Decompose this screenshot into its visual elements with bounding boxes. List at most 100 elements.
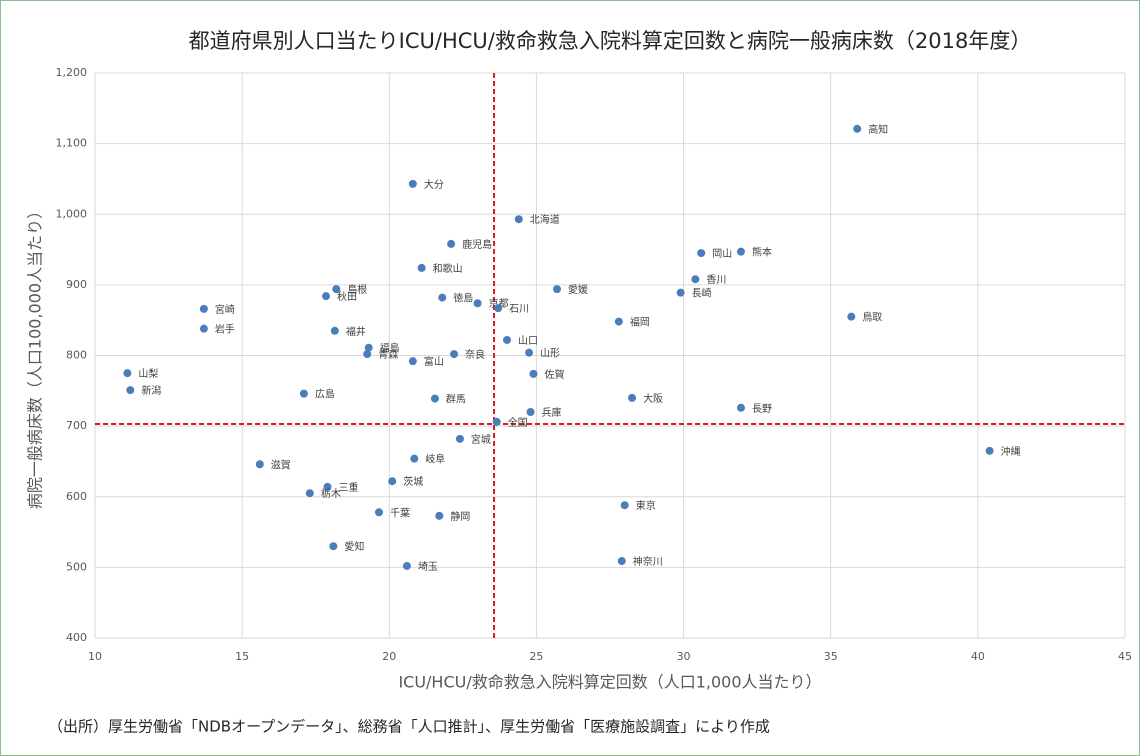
point	[628, 393, 637, 402]
point	[430, 394, 439, 403]
y-tick-label: 1,200	[56, 66, 88, 79]
point-label: 広島	[315, 388, 335, 401]
point-label: 茨城	[403, 475, 423, 488]
point	[199, 304, 208, 313]
point-label: 和歌山	[433, 262, 463, 275]
point	[736, 403, 745, 412]
point-label: 山形	[540, 348, 560, 360]
point	[529, 369, 538, 378]
x-tick-label: 40	[971, 650, 985, 663]
point-label: 新潟	[141, 384, 161, 397]
x-tick-label: 45	[1118, 650, 1132, 663]
y-tick-label: 600	[66, 490, 87, 503]
point	[364, 343, 373, 352]
point-label: 沖縄	[1001, 445, 1021, 458]
point	[408, 357, 417, 366]
point-label: 愛知	[344, 540, 364, 553]
point-label: 佐賀	[544, 369, 564, 381]
point-label: 青森	[378, 348, 398, 361]
point-label: 福岡	[630, 316, 650, 329]
point	[438, 293, 447, 302]
point-label: 富山	[424, 355, 444, 368]
x-tick-label: 35	[824, 650, 838, 663]
point-label: 京都	[489, 297, 509, 310]
point	[408, 179, 417, 188]
point	[410, 454, 419, 463]
point-label: 栃木	[321, 487, 341, 500]
point	[374, 508, 383, 517]
point	[514, 215, 523, 224]
point-label: 大阪	[643, 392, 663, 405]
point-label: 三重	[338, 481, 358, 494]
footnote: （出所）厚生労働省「NDBオープンデータ」、総務省「人口推計」、厚生労働省「医療…	[48, 718, 770, 736]
point-label: 愛媛	[568, 283, 588, 296]
point-label: 山口	[518, 335, 538, 347]
point-label: 岡山	[712, 248, 732, 260]
point	[525, 348, 534, 357]
point-label: 滋賀	[271, 458, 291, 471]
point	[697, 249, 706, 258]
point-label: 宮崎	[215, 303, 235, 316]
point	[492, 417, 501, 426]
point	[330, 326, 339, 335]
point	[450, 350, 459, 359]
point-label: 全国	[508, 416, 528, 429]
point-label: 島根	[347, 283, 367, 296]
chart-title: 都道府県別人口当たりICU/HCU/救命救急入院料算定回数と病院一般病床数（20…	[189, 29, 1032, 53]
point-label: 石川	[509, 304, 529, 315]
y-tick-label: 900	[66, 278, 87, 291]
point	[455, 434, 464, 443]
point-label: 大分	[424, 178, 444, 191]
point-label: 奈良	[465, 348, 485, 361]
point	[255, 460, 264, 469]
point	[620, 501, 629, 510]
point-label: 熊本	[752, 246, 772, 259]
point-label: 山梨	[138, 367, 158, 380]
point	[322, 292, 331, 301]
point	[323, 482, 332, 491]
point-label: 徳島	[453, 292, 473, 305]
y-tick-label: 500	[66, 560, 87, 573]
point	[329, 542, 338, 551]
point	[553, 285, 562, 294]
point-label: 北海道	[530, 213, 560, 226]
point	[691, 275, 700, 284]
point	[363, 350, 372, 359]
point	[503, 335, 511, 344]
point	[494, 304, 503, 313]
y-tick-label: 800	[66, 349, 87, 362]
point-label: 福井	[346, 325, 366, 338]
point	[985, 446, 994, 455]
y-tick-label: 1,100	[56, 137, 88, 150]
point	[736, 247, 745, 256]
point-label: 鹿児島	[462, 238, 492, 251]
point	[123, 369, 132, 378]
point	[853, 124, 862, 133]
point-label: 千葉	[390, 506, 410, 519]
point-label: 鳥取	[862, 311, 882, 324]
point	[847, 312, 856, 321]
point-label: 静岡	[450, 510, 470, 523]
point	[614, 317, 623, 326]
point	[473, 299, 482, 308]
point	[447, 239, 456, 248]
x-tick-label: 30	[677, 650, 691, 663]
point	[617, 557, 626, 566]
point-label: 長崎	[692, 287, 712, 300]
point-label: 埼玉	[418, 560, 438, 573]
y-tick-label: 400	[66, 631, 87, 644]
point-label: 岐阜	[425, 453, 445, 466]
y-tick-label: 700	[66, 419, 87, 432]
point	[417, 263, 426, 272]
point-label: 兵庫	[542, 406, 562, 419]
point-label: 岩手	[215, 323, 235, 336]
point	[199, 324, 208, 333]
point	[299, 389, 308, 398]
x-axis-label: ICU/HCU/救命救急入院料算定回数（人口1,000人当たり）	[398, 673, 821, 692]
point-label: 神奈川	[633, 555, 663, 568]
x-tick-label: 10	[88, 650, 102, 663]
point	[676, 288, 685, 297]
point	[402, 561, 411, 570]
